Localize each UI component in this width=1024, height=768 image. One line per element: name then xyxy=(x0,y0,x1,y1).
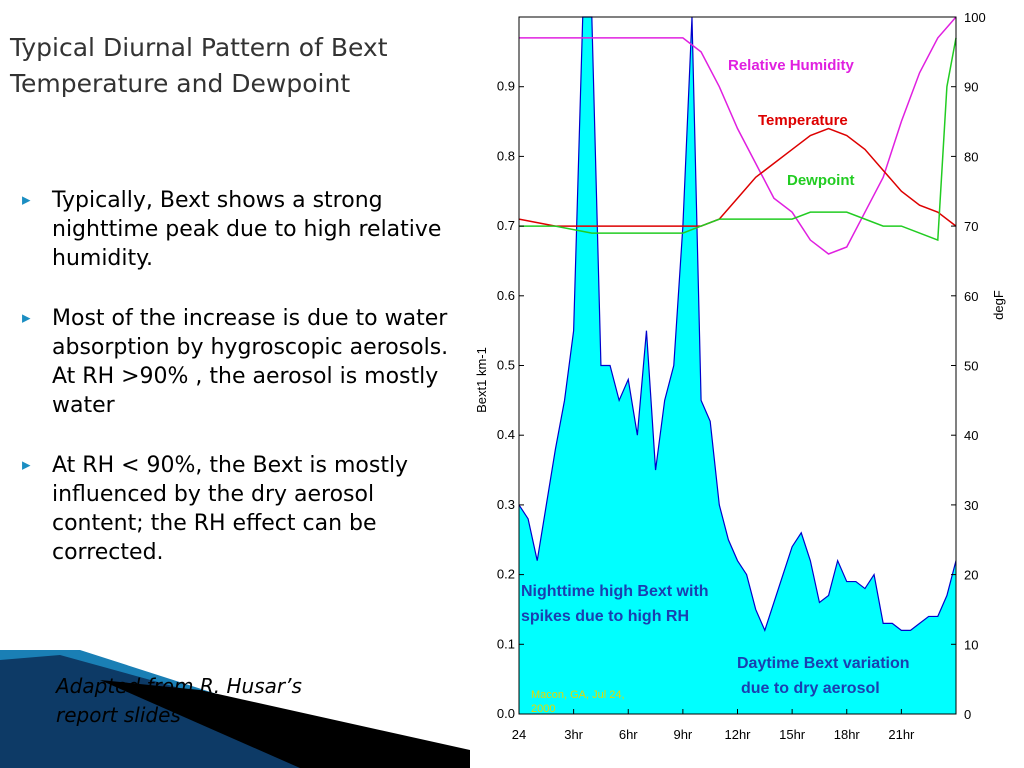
series-label: Temperature xyxy=(758,112,848,129)
series-line xyxy=(519,37,957,242)
title-line: Temperature and Dewpoint xyxy=(10,69,351,98)
annotation: 2000 xyxy=(531,703,555,715)
y-tick-label: 0.2 xyxy=(497,567,515,582)
y2-tick-label: 10 xyxy=(964,637,978,652)
credit-line: Adapted from R. Husar’s xyxy=(56,674,302,698)
y2-tick-label: 50 xyxy=(964,359,978,374)
y-tick-label: 0.6 xyxy=(497,288,515,303)
bullet: At RH < 90%, the Bext is mostly influenc… xyxy=(22,451,462,567)
x-tick-label: 15hr xyxy=(779,727,806,742)
series-label: Relative Humidity xyxy=(728,57,855,74)
credit-line: report slides xyxy=(56,703,181,727)
y-tick-label: 0.1 xyxy=(497,636,515,651)
x-tick-label: 6hr xyxy=(619,727,638,742)
annotation: Macon, GA, Jul 24, xyxy=(531,689,625,701)
y-tick-label: 0.7 xyxy=(497,218,515,233)
y2-tick-label: 100 xyxy=(964,10,986,25)
annotation: due to dry aerosol xyxy=(741,680,880,697)
x-tick-label: 12hr xyxy=(724,727,751,742)
x-tick-label: 3hr xyxy=(564,727,583,742)
y2-tick-label: 20 xyxy=(964,568,978,583)
y2-tick-label: 60 xyxy=(964,289,978,304)
y2-axis-label: degF xyxy=(991,290,1006,320)
credit: Adapted from R. Husar’s report slides xyxy=(56,672,302,730)
annotation: spikes due to high RH xyxy=(521,608,689,625)
y-tick-label: 0.3 xyxy=(497,497,515,512)
x-tick-label: 21hr xyxy=(888,727,915,742)
y-tick-label: 0.5 xyxy=(497,358,515,373)
y-tick-label: 0.4 xyxy=(497,427,515,442)
y2-tick-label: 0 xyxy=(964,707,971,722)
y2-tick-label: 90 xyxy=(964,80,978,95)
decoration xyxy=(100,680,470,768)
x-tick-label: 9hr xyxy=(673,727,692,742)
y2-tick-label: 30 xyxy=(964,498,978,513)
annotation: Daytime Bext variation xyxy=(737,655,910,672)
y-tick-label: 0.0 xyxy=(497,706,515,721)
x-tick-label: 18hr xyxy=(834,727,861,742)
y-axis-label: Bext1 km-1 xyxy=(474,347,489,413)
bullet: Most of the increase is due to water abs… xyxy=(22,304,462,420)
series-label: Dewpoint xyxy=(787,172,855,189)
series-line xyxy=(518,127,957,227)
bullet-list: Typically, Bext shows a strong nighttime… xyxy=(22,186,462,598)
title-line: Typical Diurnal Pattern of Bext xyxy=(10,33,388,62)
y2-tick-label: 70 xyxy=(964,219,978,234)
y-tick-label: 0.8 xyxy=(497,148,515,163)
x-tick-label: 24 xyxy=(512,727,526,742)
y-tick-label: 0.9 xyxy=(497,79,515,94)
y2-tick-label: 40 xyxy=(964,428,978,443)
series-line xyxy=(519,16,957,255)
bullet: Typically, Bext shows a strong nighttime… xyxy=(22,186,462,273)
y2-tick-label: 80 xyxy=(964,149,978,164)
slide-title: Typical Diurnal Pattern of Bext Temperatu… xyxy=(10,30,388,102)
bext-area xyxy=(519,17,956,714)
annotation: Nighttime high Bext with xyxy=(521,583,709,600)
